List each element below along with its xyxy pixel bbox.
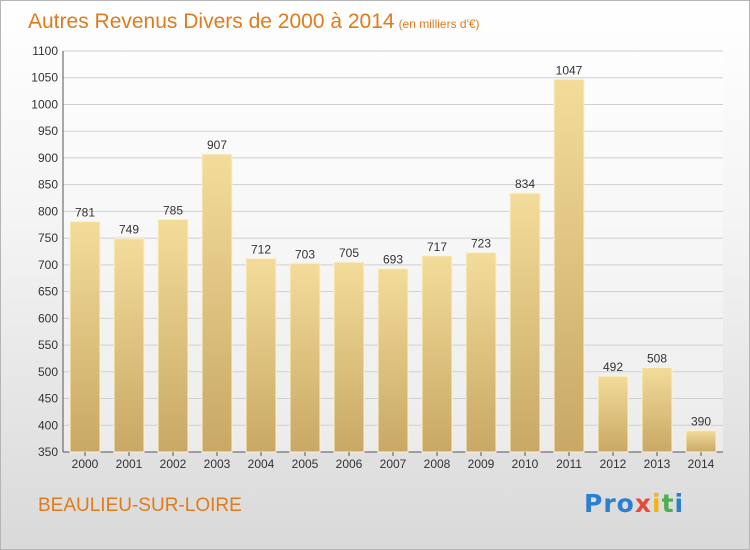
chart-subtitle: (en milliers d'€) (398, 17, 480, 31)
bar (69, 221, 101, 453)
bar (113, 238, 145, 453)
y-tick-label: 1100 (32, 44, 58, 58)
y-tick-label: 1000 (31, 97, 58, 111)
bar-value-label: 834 (515, 177, 535, 191)
bar (289, 262, 321, 453)
bar (157, 218, 189, 453)
x-tick-label: 2001 (116, 457, 143, 471)
proxiti-logo: Proxiti (584, 489, 684, 518)
bar (465, 252, 497, 453)
x-tick-label: 2010 (512, 457, 539, 471)
bar (509, 192, 541, 453)
x-tick-label: 2007 (380, 457, 407, 471)
y-tick-label: 450 (38, 392, 58, 406)
bar (333, 261, 365, 453)
logo-letter: P (584, 489, 604, 518)
chart-title: Autres Revenus Divers de 2000 à 2014 (en … (28, 10, 480, 34)
y-tick-label: 800 (38, 204, 58, 218)
x-tick-label: 2011 (556, 457, 582, 471)
bar-value-label: 705 (339, 246, 359, 260)
y-tick-label: 550 (38, 338, 58, 352)
bar (421, 255, 453, 453)
logo-letter: r (603, 489, 617, 518)
bar-value-label: 717 (427, 240, 447, 254)
x-tick-label: 2002 (160, 457, 187, 471)
bar-value-label: 693 (383, 253, 403, 267)
y-tick-label: 700 (38, 258, 58, 272)
bar (641, 367, 673, 453)
x-tick-label: 2000 (72, 457, 99, 471)
bar-value-label: 785 (163, 203, 183, 217)
logo-letter: i (652, 489, 662, 518)
y-tick-label: 650 (38, 285, 58, 299)
y-tick-label: 900 (38, 151, 58, 165)
y-tick-label: 600 (38, 311, 58, 325)
y-tick-label: 750 (38, 231, 58, 245)
bar (377, 268, 409, 453)
bar-value-label: 907 (207, 138, 227, 152)
y-tick-label: 950 (38, 124, 58, 138)
bar-value-label: 703 (295, 247, 315, 261)
x-tick-label: 2008 (424, 457, 451, 471)
logo-letter: t (661, 489, 675, 518)
logo-letter: i (674, 489, 685, 518)
x-tick-label: 2003 (204, 457, 231, 471)
bar-value-label: 508 (647, 352, 667, 366)
bar (245, 257, 277, 453)
bar-value-label: 723 (471, 237, 491, 251)
x-tick-label: 2009 (468, 457, 495, 471)
bar (201, 153, 233, 453)
logo-letter: o (616, 489, 635, 518)
bar-value-label: 390 (691, 415, 711, 429)
bar-value-label: 781 (75, 206, 95, 220)
bar-value-label: 749 (119, 223, 139, 237)
title-text: Autres Revenus Divers de 2000 à 2014 (28, 10, 395, 33)
logo-letter: x (634, 489, 652, 518)
place-name: BEAULIEU-SUR-LOIRE (38, 495, 242, 516)
x-tick-label: 2005 (292, 457, 319, 471)
bar (597, 375, 629, 453)
y-tick-label: 850 (38, 178, 58, 192)
x-tick-label: 2004 (248, 457, 275, 471)
bar (553, 78, 585, 453)
x-tick-label: 2012 (600, 457, 627, 471)
x-tick-label: 2014 (688, 457, 715, 471)
y-tick-label: 1050 (31, 71, 58, 85)
y-tick-label: 500 (38, 365, 58, 379)
y-tick-label: 400 (38, 418, 58, 432)
x-tick-label: 2013 (644, 457, 671, 471)
bar-value-label: 492 (603, 360, 623, 374)
bar-value-label: 1047 (556, 63, 583, 77)
x-tick-label: 2006 (336, 457, 363, 471)
bar (685, 430, 717, 453)
y-tick-label: 350 (38, 445, 58, 459)
bar-value-label: 712 (251, 242, 271, 256)
